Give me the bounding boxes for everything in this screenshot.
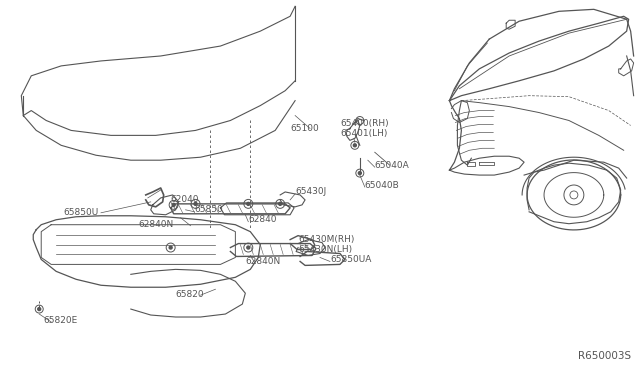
Text: 65850UA: 65850UA: [330, 255, 371, 264]
Text: 65040B: 65040B: [365, 180, 399, 189]
Text: 65100: 65100: [290, 124, 319, 133]
Text: 62040: 62040: [171, 195, 199, 204]
Text: 65040A: 65040A: [375, 161, 410, 170]
Text: R650003S: R650003S: [577, 351, 630, 361]
Text: 65400(RH)
65401(LH): 65400(RH) 65401(LH): [340, 119, 388, 138]
Circle shape: [169, 246, 172, 249]
Text: 65820: 65820: [175, 290, 204, 299]
Circle shape: [247, 202, 250, 205]
Text: 62840: 62840: [248, 215, 277, 224]
Circle shape: [194, 202, 197, 205]
Circle shape: [353, 144, 356, 147]
Text: 62840N: 62840N: [139, 220, 174, 229]
Text: 65430J: 65430J: [295, 187, 326, 196]
Text: 65430M(RH)
65430N(LH): 65430M(RH) 65430N(LH): [298, 235, 355, 254]
Text: 65850: 65850: [195, 205, 223, 214]
Circle shape: [247, 246, 250, 249]
Circle shape: [358, 171, 362, 174]
Text: 65820E: 65820E: [44, 317, 77, 326]
Text: 62840N: 62840N: [245, 257, 280, 266]
Circle shape: [172, 203, 175, 206]
Text: 65850U: 65850U: [63, 208, 99, 217]
Circle shape: [278, 202, 282, 205]
Circle shape: [38, 308, 41, 311]
